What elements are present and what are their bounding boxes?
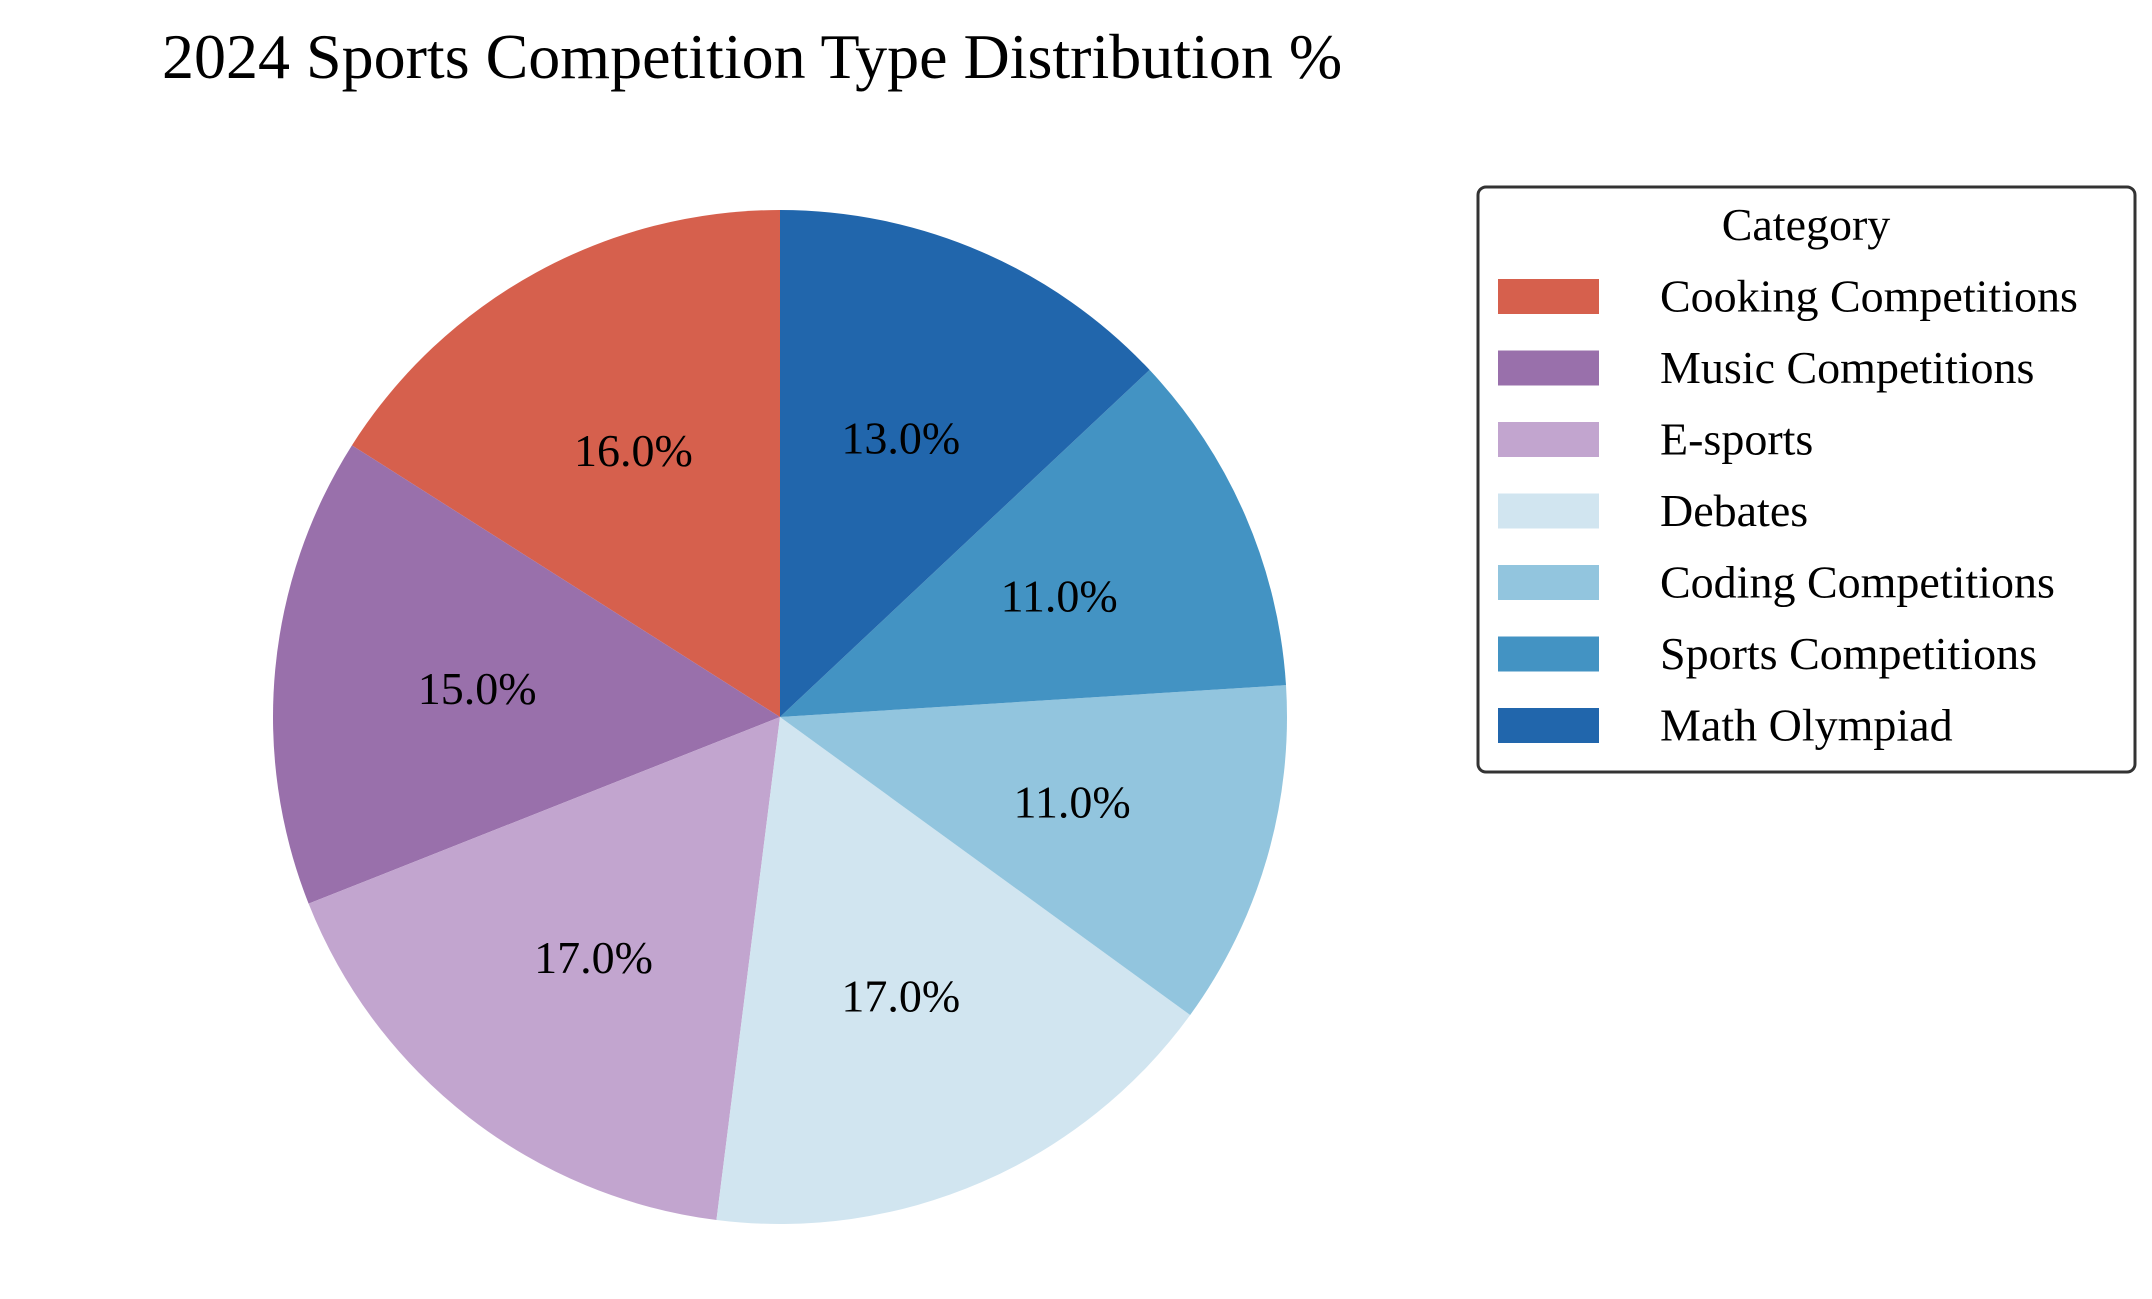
legend-title: Category [1722, 199, 1891, 250]
legend-label-debates: Debates [1660, 485, 1808, 536]
legend-swatch-cooking-competitions [1498, 279, 1599, 314]
legend-swatch-math-olympiad [1498, 708, 1599, 743]
legend-swatch-debates [1498, 493, 1599, 529]
pie-slices [273, 210, 1287, 1224]
pie-slice-sports-competitions [780, 369, 1286, 717]
pie-slice-e-sports [308, 717, 780, 1221]
legend-label-math-olympiad: Math Olympiad [1660, 700, 1953, 751]
chart-title: 2024 Sports Competition Type Distributio… [162, 21, 1342, 92]
pie-value-labels: 16.0% 15.0% 17.0% 17.0% 11.0% 11.0% 13.0% [418, 412, 1131, 1021]
legend-swatch-coding-competitions [1498, 565, 1599, 600]
pie-slice-music-competitions [273, 445, 780, 904]
legend-label-e-sports: E-sports [1660, 414, 1813, 465]
pie-slice-cooking-competitions [351, 210, 780, 717]
legend-label-coding-competitions: Coding Competitions [1660, 557, 2055, 608]
value-label-cooking-competitions: 16.0% [574, 425, 693, 476]
value-label-music-competitions: 15.0% [418, 663, 537, 714]
value-label-debates: 17.0% [841, 971, 960, 1022]
value-label-sports-competitions: 11.0% [1001, 571, 1118, 622]
value-label-e-sports: 17.0% [534, 932, 653, 983]
legend-label-music-competitions: Music Competitions [1660, 342, 2034, 393]
legend-label-cooking-competitions: Cooking Competitions [1660, 271, 2078, 322]
legend-swatch-e-sports [1498, 422, 1599, 457]
legend-swatch-music-competitions [1498, 350, 1599, 386]
pie-slice-debates [716, 717, 1191, 1224]
legend-label-sports-competitions: Sports Competitions [1660, 628, 2037, 679]
legend: Category Cooking Competitions Music Compe… [1476, 185, 2137, 774]
value-label-math-olympiad: 13.0% [841, 412, 960, 463]
legend-items: Cooking Competitions Music Competitions E-… [1498, 271, 2078, 751]
pie-slice-math-olympiad [780, 210, 1150, 717]
pie-slice-coding-competitions [780, 685, 1287, 1016]
value-label-coding-competitions: 11.0% [1014, 776, 1131, 827]
legend-swatch-sports-competitions [1498, 636, 1599, 672]
legend-frame [1476, 185, 2137, 774]
